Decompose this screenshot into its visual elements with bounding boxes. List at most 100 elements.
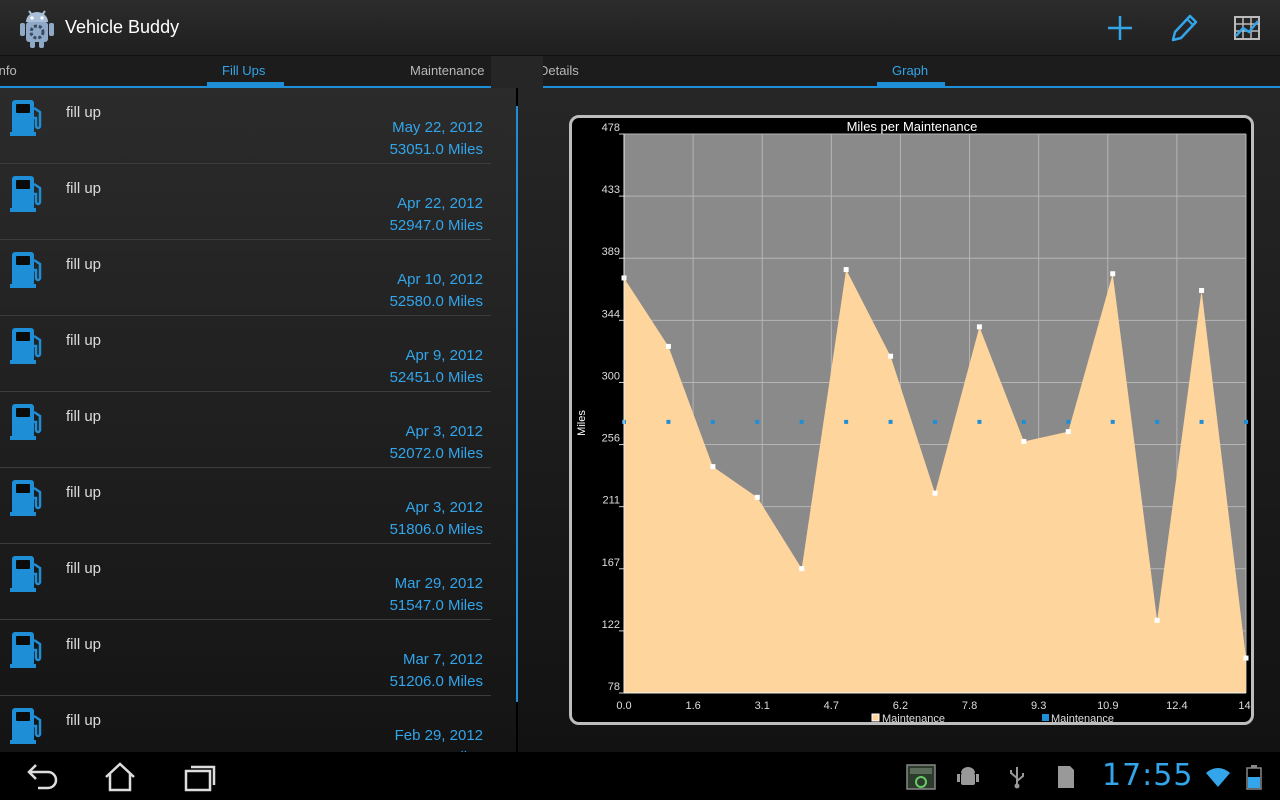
maintenance-point bbox=[888, 353, 894, 359]
average-point bbox=[755, 419, 760, 424]
panel-divider bbox=[516, 106, 518, 702]
fillup-date: Apr 3, 2012 bbox=[405, 423, 483, 440]
y-tick-label: 211 bbox=[602, 495, 620, 507]
y-tick-label: 389 bbox=[602, 246, 620, 258]
tab-fill-ups-indicator bbox=[207, 82, 284, 86]
fillup-list[interactable]: fill up May 22, 2012 53051.0 Miles fill up A… bbox=[0, 88, 516, 752]
edit-pencil-icon bbox=[1171, 14, 1198, 42]
x-tick-label: 0.0 bbox=[616, 700, 631, 712]
graph-view-button[interactable] bbox=[1229, 10, 1265, 46]
fillup-title: fill up bbox=[66, 560, 102, 577]
fillup-title: fill up bbox=[66, 636, 102, 653]
fuel-pump-icon bbox=[10, 480, 42, 516]
tab-details[interactable]: Details bbox=[543, 63, 579, 78]
fillup-list-item[interactable]: fill up Apr 3, 2012 51806.0 Miles bbox=[0, 468, 491, 544]
maintenance-point bbox=[1154, 617, 1160, 623]
fillup-list-item[interactable]: fill up Mar 29, 2012 51547.0 Miles bbox=[0, 544, 491, 620]
average-point bbox=[710, 419, 715, 424]
fillup-list-item[interactable]: fill up Apr 3, 2012 52072.0 Miles bbox=[0, 392, 491, 468]
tab-fill-ups[interactable]: Fill Ups bbox=[222, 63, 266, 78]
x-tick-label: 3.1 bbox=[755, 700, 770, 712]
fillup-title: fill up bbox=[66, 712, 102, 729]
edit-button[interactable] bbox=[1165, 10, 1201, 46]
fillup-list-item[interactable]: fill up Mar 7, 2012 51206.0 Miles bbox=[0, 620, 491, 696]
back-icon[interactable] bbox=[20, 760, 60, 794]
right-tab-strip: Details Graph bbox=[543, 56, 1280, 88]
fillup-list-item[interactable]: fill up Apr 9, 2012 52451.0 Miles bbox=[0, 316, 491, 392]
chart-title: Miles per Maintenance bbox=[847, 119, 978, 134]
fillup-title: fill up bbox=[66, 332, 102, 349]
left-tab-strip: Info Fill Ups Maintenance bbox=[0, 56, 491, 88]
x-tick-label: 10.9 bbox=[1097, 700, 1118, 712]
maintenance-point bbox=[976, 324, 982, 330]
legend-label-area: Maintenance bbox=[882, 713, 945, 722]
maintenance-point bbox=[665, 343, 671, 349]
maintenance-point bbox=[1021, 438, 1027, 444]
home-icon[interactable] bbox=[100, 760, 140, 794]
average-point bbox=[1244, 419, 1248, 424]
fillup-date: Feb 29, 2012 bbox=[394, 727, 483, 744]
maintenance-point bbox=[1199, 288, 1205, 294]
android-app-icon[interactable] bbox=[18, 8, 56, 48]
maintenance-point bbox=[932, 490, 938, 496]
fillup-list-item[interactable]: fill up Apr 10, 2012 52580.0 Miles bbox=[0, 240, 491, 316]
miles-per-maintenance-chart[interactable]: 78 122 167 211 256 300 344 389 433 478 0.0 1.6 3.1 4.… bbox=[572, 118, 1251, 722]
average-point bbox=[1021, 419, 1026, 424]
maintenance-point bbox=[843, 267, 849, 273]
legend-swatch-area bbox=[871, 713, 880, 722]
y-tick-label: 478 bbox=[602, 122, 620, 134]
tab-graph-indicator bbox=[877, 82, 945, 86]
wifi-icon bbox=[1206, 768, 1230, 787]
fillup-date: Apr 10, 2012 bbox=[397, 271, 483, 288]
x-tick-label: 6.2 bbox=[893, 700, 908, 712]
average-point bbox=[977, 419, 982, 424]
fillup-date: Apr 3, 2012 bbox=[405, 499, 483, 516]
maintenance-point bbox=[754, 494, 760, 500]
fuel-pump-icon bbox=[10, 328, 42, 364]
tab-info[interactable]: Info bbox=[0, 63, 17, 78]
legend-label-average: Maintenance bbox=[1051, 713, 1114, 722]
recent-apps-icon[interactable] bbox=[180, 760, 220, 794]
fillup-title: fill up bbox=[66, 104, 102, 121]
x-tick-label: 7.8 bbox=[962, 700, 977, 712]
fillup-list-item[interactable]: fill up May 22, 2012 53051.0 Miles bbox=[0, 88, 491, 164]
fillup-miles: 52580.0 Miles bbox=[389, 293, 483, 310]
fillup-date: Mar 7, 2012 bbox=[402, 651, 483, 668]
fillup-miles: 50938.0 Miles bbox=[390, 749, 483, 752]
maintenance-point bbox=[710, 464, 716, 470]
graph-frame: 78 122 167 211 256 300 344 389 433 478 0.0 1.6 3.1 4.… bbox=[569, 115, 1254, 725]
fillup-title: fill up bbox=[66, 408, 102, 425]
fillup-list-item[interactable]: fill up Apr 22, 2012 52947.0 Miles bbox=[0, 164, 491, 240]
fillup-title: fill up bbox=[66, 484, 102, 501]
y-tick-label: 256 bbox=[602, 433, 620, 445]
fuel-pump-icon bbox=[10, 556, 42, 592]
legend-swatch-average bbox=[1042, 714, 1049, 721]
y-tick-label: 122 bbox=[602, 619, 620, 631]
fuel-pump-icon bbox=[10, 252, 42, 288]
add-button[interactable] bbox=[1102, 10, 1138, 46]
fillup-miles: 52451.0 Miles bbox=[389, 369, 483, 386]
fillup-title: fill up bbox=[66, 180, 102, 197]
add-icon bbox=[1108, 16, 1132, 40]
maintenance-point bbox=[1110, 271, 1116, 277]
maintenance-point bbox=[1243, 655, 1249, 661]
fuel-pump-icon bbox=[10, 632, 42, 668]
tab-maintenance[interactable]: Maintenance bbox=[410, 63, 485, 78]
screenshot-notification-icon[interactable] bbox=[906, 764, 936, 790]
fillup-list-item[interactable]: fill up Feb 29, 2012 50938.0 Miles bbox=[0, 696, 491, 752]
action-bar: Vehicle Buddy bbox=[0, 0, 1280, 56]
y-tick-label: 78 bbox=[608, 681, 620, 693]
x-tick-label: 12.4 bbox=[1166, 700, 1187, 712]
y-tick-label: 433 bbox=[602, 184, 620, 196]
fillup-miles: 51547.0 Miles bbox=[389, 597, 483, 614]
fillup-miles: 51206.0 Miles bbox=[389, 673, 483, 690]
average-point bbox=[1110, 419, 1115, 424]
x-tick-label: 1.6 bbox=[685, 700, 700, 712]
x-tick-label: 14. bbox=[1238, 700, 1251, 712]
average-point bbox=[666, 419, 671, 424]
app-title: Vehicle Buddy bbox=[65, 17, 180, 37]
tab-graph[interactable]: Graph bbox=[892, 63, 929, 78]
average-point bbox=[933, 419, 937, 424]
average-point bbox=[1155, 419, 1160, 424]
system-nav-bar bbox=[0, 752, 1280, 800]
